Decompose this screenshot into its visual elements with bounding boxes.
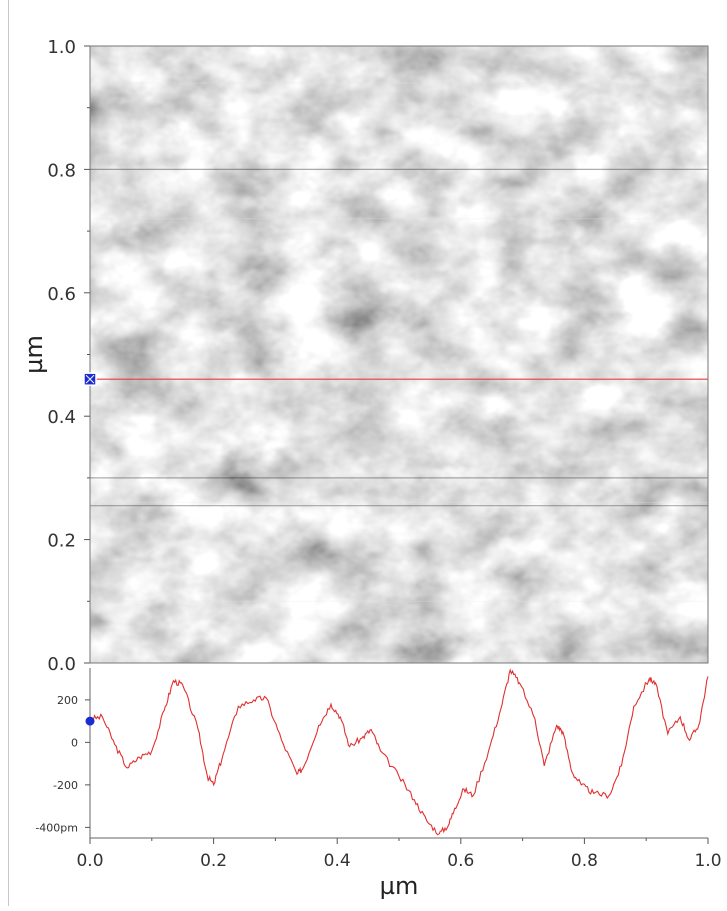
profile-x-tick-label: 0.6 bbox=[447, 851, 474, 871]
profile-y-tick-label: -400pm bbox=[35, 821, 78, 834]
profile-x-tick-label: 0.4 bbox=[324, 851, 351, 871]
image-y-tick-label: 0.6 bbox=[47, 284, 76, 305]
image-y-axis-label: µm bbox=[20, 335, 48, 374]
image-y-tick-label: 0.0 bbox=[47, 654, 76, 675]
profile-x-tick-label: 0.2 bbox=[200, 851, 227, 871]
profile-cursor-marker-cross bbox=[85, 374, 95, 384]
image-y-tick-label: 0.4 bbox=[47, 407, 76, 428]
left-border-rule bbox=[8, 0, 9, 906]
image-y-tick-label: 1.0 bbox=[47, 37, 76, 58]
afm-topography-image bbox=[90, 46, 708, 663]
profile-x-tick-label: 0.8 bbox=[571, 851, 598, 871]
profile-x-tick-label: 1.0 bbox=[694, 851, 721, 871]
profile-series-line bbox=[89, 668, 709, 836]
profile-y-tick-label: 0 bbox=[71, 736, 78, 749]
image-y-tick-label: 0.2 bbox=[47, 531, 76, 552]
profile-cursor-dot bbox=[85, 716, 95, 726]
image-y-tick-label: 0.8 bbox=[47, 160, 76, 181]
profile-cursor-marker bbox=[83, 372, 97, 386]
profile-x-axis-label: µm bbox=[380, 872, 419, 900]
image-texture bbox=[90, 46, 708, 663]
profile-y-tick-label: -200 bbox=[53, 779, 78, 792]
profile-x-tick-label: 0.0 bbox=[76, 851, 103, 871]
profile-y-tick-label: 200 bbox=[57, 694, 78, 707]
